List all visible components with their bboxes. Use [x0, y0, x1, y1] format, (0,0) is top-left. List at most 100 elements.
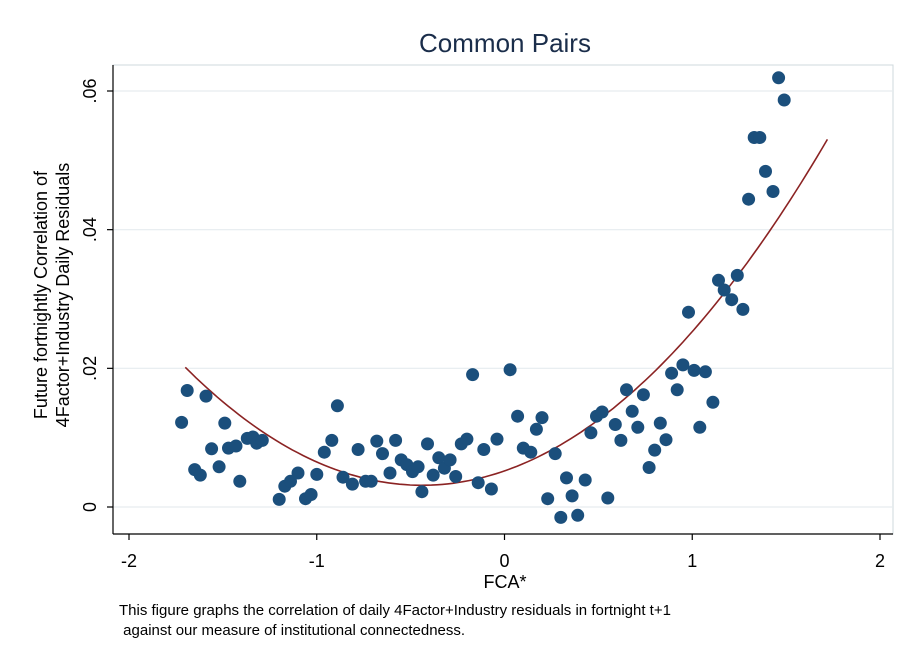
scatter-point-20 — [304, 488, 318, 501]
scatter-point-84 — [693, 420, 707, 434]
scatter-point-76 — [648, 443, 662, 457]
fit-curve — [184, 138, 829, 487]
scatter-point-97 — [772, 71, 786, 85]
scatter-point-31 — [376, 447, 389, 461]
scatter-point-39 — [421, 437, 434, 451]
scatter-point-62 — [565, 489, 579, 503]
scatter-point-59 — [548, 447, 562, 461]
scatter-point-74 — [636, 388, 650, 402]
scatter-point-77 — [653, 416, 667, 430]
scatter-point-4 — [199, 389, 213, 403]
x-tick-label-1: -1 — [309, 551, 325, 571]
scatter-point-55 — [524, 445, 538, 459]
scatter-point-85 — [698, 365, 712, 379]
scatter-point-50 — [484, 482, 498, 496]
scatter-point-87 — [712, 273, 725, 287]
scatter-point-48 — [471, 476, 485, 490]
scatter-point-89 — [725, 293, 739, 307]
scatter-point-96 — [766, 185, 780, 198]
x-tick-label-2: 0 — [499, 551, 509, 571]
scatter-point-67 — [595, 405, 609, 419]
scatter-point-60 — [554, 510, 568, 524]
scatter-points — [175, 71, 791, 524]
scatter-point-78 — [659, 433, 673, 447]
scatter-point-33 — [389, 433, 403, 447]
scatter-point-32 — [383, 466, 397, 480]
scatter-point-46 — [460, 432, 474, 446]
scatter-point-0 — [175, 415, 189, 429]
scatter-point-69 — [608, 418, 622, 431]
caption-line-2: against our measure of institutional con… — [119, 622, 466, 639]
scatter-point-64 — [578, 473, 592, 487]
scatter-point-40 — [426, 468, 440, 482]
y-tick-label-0: 0 — [80, 502, 100, 512]
scatter-point-9 — [229, 439, 243, 453]
scatter-point-26 — [345, 477, 359, 491]
y-tick-label-2: .04 — [80, 217, 100, 242]
scatter-point-52 — [503, 363, 517, 377]
y-axis-label-line1: Future fortnightly Correlation of — [31, 170, 51, 419]
scatter-point-1 — [180, 384, 194, 397]
scatter-point-79 — [665, 366, 679, 380]
scatter-point-49 — [477, 443, 491, 456]
scatter-point-95 — [759, 164, 772, 178]
scatter-point-82 — [682, 305, 695, 319]
scatter-point-58 — [541, 492, 555, 506]
x-tick-label-3: 1 — [687, 551, 697, 571]
scatter-point-24 — [330, 399, 344, 413]
scatter-point-75 — [642, 461, 656, 474]
x-axis-label: FCA* — [483, 572, 526, 592]
y-tick-label-1: .02 — [80, 356, 100, 381]
scatter-point-90 — [730, 268, 744, 282]
scatter-point-53 — [511, 409, 525, 423]
scatter-point-51 — [490, 432, 504, 446]
scatter-point-92 — [742, 192, 756, 206]
scatter-point-91 — [736, 302, 750, 316]
scatter-point-47 — [466, 368, 480, 382]
scatter-point-7 — [218, 416, 232, 430]
fit-curve-group — [184, 138, 829, 487]
scatter-point-3 — [193, 468, 207, 482]
scatter-point-25 — [336, 470, 350, 484]
scatter-point-98 — [777, 93, 791, 107]
scatter-point-72 — [625, 404, 639, 418]
scatter-point-38 — [415, 485, 429, 499]
scatter-point-22 — [317, 445, 331, 459]
scatter-point-61 — [560, 471, 573, 485]
y-tick-label-3: .06 — [80, 78, 100, 103]
scatter-point-17 — [284, 474, 297, 488]
scatter-point-70 — [614, 433, 628, 447]
scatter-point-57 — [535, 411, 549, 425]
scatter-point-18 — [291, 466, 305, 480]
x-tick-label-0: -2 — [121, 551, 137, 571]
scatter-point-15 — [272, 492, 286, 506]
y-axis-label-line2: 4Factor+Industry Daily Residuals — [53, 163, 73, 428]
scatter-point-68 — [601, 491, 615, 505]
scatter-point-43 — [443, 453, 457, 467]
scatter-point-71 — [620, 383, 633, 397]
scatter-point-21 — [310, 467, 324, 481]
y-axis-label: Future fortnightly Correlation of 4Facto… — [31, 163, 73, 428]
x-tick-label-4: 2 — [875, 551, 885, 571]
scatter-point-5 — [205, 442, 219, 456]
chart-title: Common Pairs — [419, 28, 591, 58]
scatter-point-86 — [706, 395, 720, 409]
scatter-point-6 — [212, 460, 226, 474]
scatter-point-41 — [432, 451, 446, 465]
scatter-point-27 — [351, 443, 365, 456]
scatter-point-81 — [676, 358, 690, 372]
scatter-point-14 — [255, 433, 269, 447]
scatter-point-29 — [364, 474, 378, 488]
scatter-point-73 — [631, 420, 645, 434]
scatter-point-37 — [411, 460, 425, 474]
scatter-point-30 — [370, 434, 384, 448]
scatter-point-56 — [529, 422, 543, 436]
caption-line-1: This figure graphs the correlation of da… — [119, 602, 671, 619]
axes: 0 .02 .04 .06 -2 -1 0 1 2 — [80, 65, 893, 571]
scatter-point-88 — [717, 283, 731, 297]
scatter-point-23 — [325, 433, 339, 447]
scatter-point-44 — [449, 470, 463, 483]
